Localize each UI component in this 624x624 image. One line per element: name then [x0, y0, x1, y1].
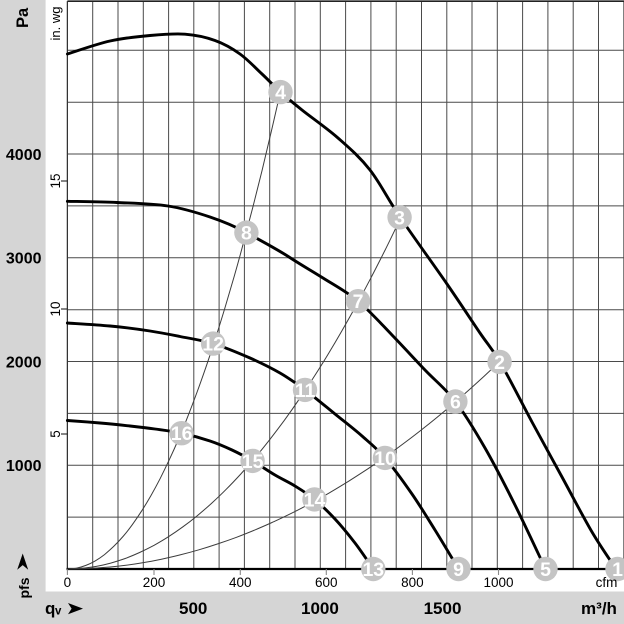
svg-text:12: 12 [202, 334, 224, 356]
svg-text:1000: 1000 [483, 575, 513, 590]
svg-text:13: 13 [362, 559, 384, 581]
svg-text:6: 6 [450, 392, 461, 414]
svg-text:3: 3 [394, 207, 405, 229]
svg-text:1: 1 [612, 559, 623, 581]
svg-text:200: 200 [143, 575, 166, 590]
svg-text:0: 0 [64, 575, 72, 590]
svg-text:7: 7 [353, 291, 364, 313]
svg-text:9: 9 [453, 559, 464, 581]
svg-text:10: 10 [374, 448, 396, 470]
svg-text:10: 10 [48, 301, 63, 316]
svg-text:v: v [55, 606, 62, 618]
svg-text:4000: 4000 [6, 147, 42, 164]
svg-text:500: 500 [179, 599, 207, 618]
svg-text:15: 15 [242, 451, 264, 473]
svg-text:600: 600 [315, 575, 338, 590]
svg-text:16: 16 [171, 423, 193, 445]
svg-text:m³/h: m³/h [581, 599, 617, 618]
svg-text:11: 11 [295, 380, 316, 402]
svg-text:8: 8 [241, 223, 252, 245]
svg-text:800: 800 [401, 575, 424, 590]
svg-text:400: 400 [229, 575, 252, 590]
svg-text:Pa: Pa [14, 7, 32, 28]
svg-text:3000: 3000 [6, 251, 42, 268]
svg-text:15: 15 [48, 173, 63, 188]
svg-text:2000: 2000 [6, 354, 42, 371]
svg-text:1000: 1000 [301, 599, 339, 618]
svg-text:in. wg: in. wg [48, 7, 63, 41]
svg-text:pfs: pfs [16, 577, 32, 598]
svg-text:cfm: cfm [596, 575, 618, 590]
svg-text:14: 14 [304, 489, 326, 511]
svg-text:1500: 1500 [424, 599, 462, 618]
svg-text:1000: 1000 [6, 458, 42, 475]
svg-text:q: q [45, 599, 55, 618]
svg-text:2: 2 [494, 352, 505, 374]
svg-text:5: 5 [540, 559, 551, 581]
svg-text:4: 4 [275, 82, 286, 104]
svg-text:5: 5 [48, 430, 63, 438]
